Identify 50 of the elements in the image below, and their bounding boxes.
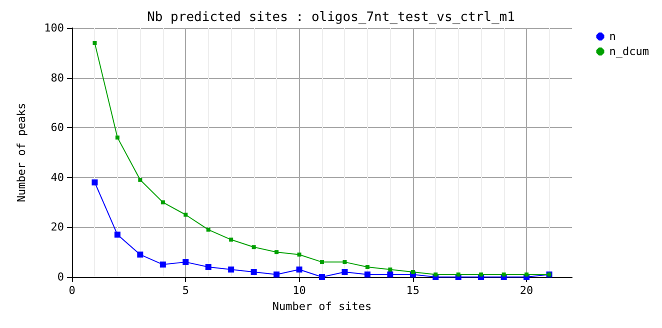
point: [456, 272, 460, 277]
point: [250, 269, 257, 276]
chart-title: Nb predicted sites : oligos_7nt_test_vs_ctrl_m1: [147, 10, 515, 25]
x-tick-label: 0: [68, 284, 76, 297]
x-tick-label: 10: [292, 284, 306, 297]
point: [138, 178, 142, 182]
y-tick-label: 0: [57, 270, 64, 284]
x-tick-label: 5: [182, 284, 189, 297]
point: [388, 268, 392, 272]
point: [206, 228, 210, 232]
point: [92, 179, 98, 186]
point: [115, 136, 120, 140]
point: [274, 272, 280, 278]
point: [137, 252, 144, 258]
x-tick-label: 20: [520, 284, 534, 297]
x-axis-title: Number of sites: [272, 300, 372, 313]
point: [387, 272, 394, 278]
point: [92, 40, 97, 45]
legend-label: n_dcum: [609, 45, 650, 58]
point: [297, 252, 302, 257]
point: [319, 274, 325, 280]
point: [410, 270, 415, 274]
point: [160, 262, 166, 268]
point: [274, 250, 279, 254]
point: [228, 266, 234, 273]
y-tick-label: 40: [50, 170, 64, 184]
point: [296, 266, 302, 273]
point: [320, 260, 324, 264]
x-tick-label: 15: [406, 284, 420, 297]
point: [160, 200, 165, 204]
point: [184, 212, 188, 217]
point: [342, 260, 347, 264]
y-tick-label: 80: [50, 71, 64, 84]
point: [364, 272, 370, 278]
y-tick-label: 60: [50, 121, 64, 134]
y-axis-title: Number of peaks: [15, 102, 28, 202]
point: [252, 245, 256, 250]
point: [342, 269, 348, 276]
point: [114, 232, 120, 238]
point: [434, 272, 438, 277]
point: [205, 264, 212, 270]
legend-label: n: [609, 30, 616, 43]
point: [502, 272, 506, 277]
y-tick-label: 20: [50, 220, 64, 234]
point: [365, 265, 370, 270]
y-tick-label: 100: [44, 22, 64, 34]
point: [524, 272, 529, 277]
point: [479, 272, 484, 277]
point: [182, 259, 189, 266]
point: [229, 238, 234, 242]
